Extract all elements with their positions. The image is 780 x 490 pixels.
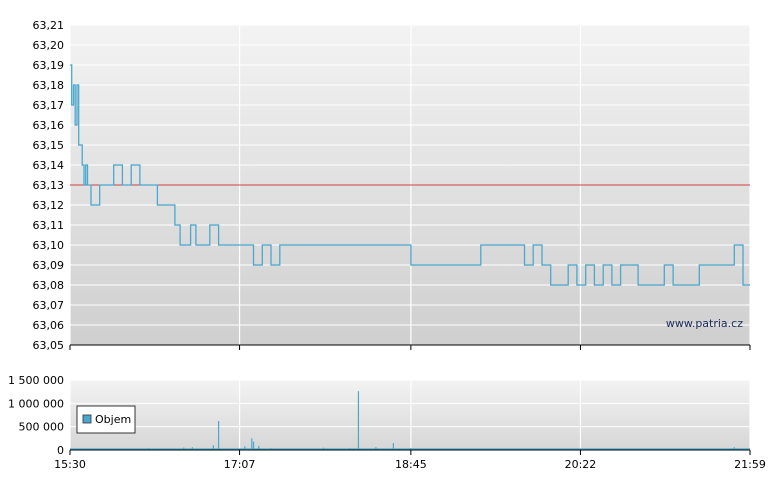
x-tick-label: 15:30 [54, 458, 86, 471]
price-panel: 63,21 63,20 63,19 63,18 63,17 63,16 63,15 63,14… [33, 19, 751, 352]
legend-box [76, 405, 136, 434]
volume-plot-area [70, 380, 750, 450]
volume-bars [70, 391, 750, 450]
volume-bar [357, 391, 360, 450]
price-y-tick-label: 63,16 [33, 119, 65, 132]
price-y-tick-label: 63,07 [33, 299, 65, 312]
x-tick-label: 18:45 [395, 458, 427, 471]
price-y-tick-label: 63,20 [33, 39, 65, 52]
x-tick-label: 21:59 [734, 458, 766, 471]
volume-y-axis: 1 500 000 1 000 000 500 000 0 [8, 374, 64, 457]
volume-bar [251, 438, 253, 450]
volume-panel: 1 500 000 1 000 000 500 000 0 15:30 17:07 18:… [8, 374, 766, 471]
price-x-ticks [69, 345, 751, 350]
price-y-tick-label: 63,18 [33, 79, 65, 92]
price-y-tick-label: 63,15 [33, 139, 65, 152]
price-y-tick-label: 63,17 [33, 99, 65, 112]
volume-bar [244, 446, 246, 450]
volume-bar [252, 441, 255, 450]
watermark: www.patria.cz [666, 317, 743, 330]
volume-x-axis: 15:30 17:07 18:45 20:22 21:59 [54, 450, 766, 471]
legend-swatch [82, 414, 92, 424]
price-y-axis: 63,21 63,20 63,19 63,18 63,17 63,16 63,15 63,14… [33, 19, 65, 352]
price-y-tick-label: 63,11 [33, 219, 65, 232]
price-y-tick-label: 63,19 [33, 59, 65, 72]
volume-y-tick-label: 0 [57, 444, 64, 457]
legend: Objem [76, 405, 136, 434]
x-tick-label: 17:07 [224, 458, 256, 471]
price-y-tick-label: 63,10 [33, 239, 65, 252]
price-y-tick-label: 63,14 [33, 159, 65, 172]
price-y-tick-label: 63,08 [33, 279, 65, 292]
price-y-tick-label: 63,13 [33, 179, 65, 192]
volume-y-tick-label: 1 000 000 [8, 397, 64, 410]
volume-bar [392, 443, 394, 450]
volume-y-tick-label: 500 000 [19, 421, 65, 434]
price-y-tick-label: 63,09 [33, 259, 65, 272]
legend-label: Objem [95, 413, 131, 426]
volume-y-tick-label: 1 500 000 [8, 374, 64, 387]
price-y-tick-label: 63,06 [33, 319, 65, 332]
price-y-tick-label: 63,05 [33, 339, 65, 352]
price-series-line [70, 64, 750, 286]
volume-bar [217, 421, 220, 450]
x-tick-label: 20:22 [565, 458, 597, 471]
price-y-tick-label: 63,12 [33, 199, 65, 212]
volume-bar [258, 445, 260, 450]
volume-bar [212, 445, 214, 450]
price-y-tick-label: 63,21 [33, 19, 65, 32]
